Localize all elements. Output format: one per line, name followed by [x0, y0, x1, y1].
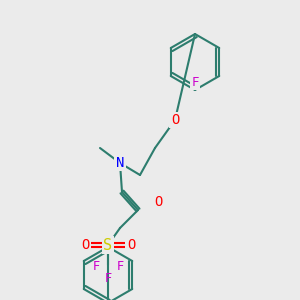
- Text: F: F: [104, 272, 112, 286]
- Text: O: O: [154, 195, 162, 209]
- Text: O: O: [81, 238, 89, 252]
- Text: O: O: [171, 113, 179, 127]
- Text: F: F: [92, 260, 100, 274]
- Text: F: F: [116, 260, 124, 274]
- Text: O: O: [127, 238, 135, 252]
- Text: N: N: [116, 156, 124, 170]
- Text: S: S: [103, 238, 112, 253]
- Text: F: F: [191, 76, 199, 88]
